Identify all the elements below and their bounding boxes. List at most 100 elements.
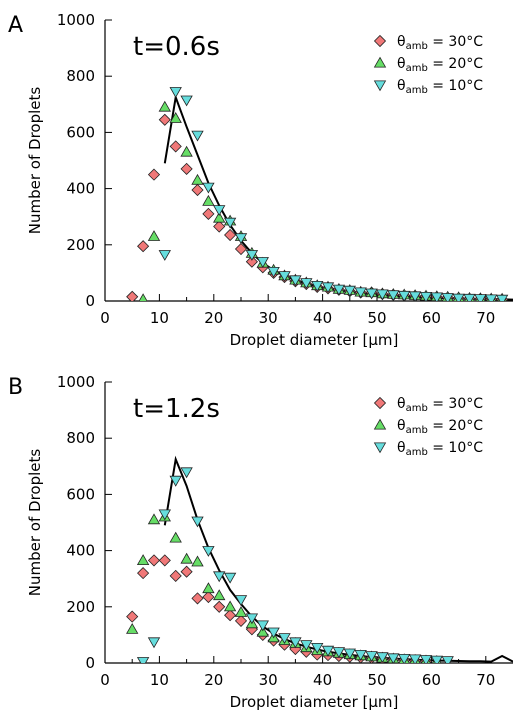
data-point-triangle-up (147, 230, 161, 241)
data-point-triangle-down (202, 546, 215, 557)
y-tick-label: 400 (66, 542, 95, 560)
data-point-triangle-up (180, 552, 193, 564)
data-point-triangle-down (311, 643, 324, 654)
legend-marker-triangle-up (373, 418, 387, 430)
data-point-triangle-down (147, 637, 161, 649)
data-point-triangle-down (311, 280, 324, 292)
legend-value: = 10°C (428, 78, 483, 94)
data-point-diamond (191, 592, 204, 605)
data-point-triangle-down (256, 257, 269, 269)
data-point-triangle-down (234, 595, 248, 607)
data-point-triangle-up (169, 531, 182, 543)
data-point-triangle-down (430, 655, 443, 663)
x-tick-label: 30 (259, 671, 278, 689)
data-point-triangle-down (321, 645, 335, 657)
data-point-triangle-up (234, 606, 248, 617)
legend-entry: θamb = 30°C (397, 34, 483, 52)
data-point-triangle-down (300, 278, 313, 290)
data-point-triangle-down (398, 290, 411, 301)
legend-value: = 20°C (428, 418, 483, 434)
time-annotation: t=1.2s (133, 394, 220, 424)
legend-entry: θamb = 10°C (397, 78, 483, 96)
data-point-triangle-down (485, 294, 498, 301)
data-point-triangle-down (354, 650, 367, 661)
x-tick-label: 50 (367, 309, 386, 327)
data-point-diamond (180, 162, 193, 175)
x-tick-label: 60 (422, 309, 441, 327)
data-point-triangle-down (408, 291, 422, 301)
data-point-triangle-down (278, 271, 291, 283)
data-point-triangle-down (256, 620, 269, 632)
x-tick-label: 40 (313, 309, 332, 327)
legend-subscript: amb (406, 85, 428, 96)
data-point-triangle-down (158, 250, 171, 261)
chart-panel-b: 0 200 400 600 800 1000 0 10 20 30 40 50 60 70 Droplet … (8, 373, 513, 711)
data-point-diamond (126, 290, 139, 301)
data-point-triangle-down (245, 250, 259, 261)
data-point-diamond (245, 255, 258, 268)
legend-symbol: θ (397, 418, 406, 434)
data-point-triangle-down (398, 654, 411, 663)
legend-value: = 20°C (428, 56, 483, 72)
y-tick-label: 1000 (57, 11, 95, 29)
data-point-diamond (234, 242, 248, 256)
data-point-triangle-down (387, 290, 400, 301)
data-point-triangle-down (180, 467, 193, 479)
data-point-triangle-up (191, 555, 204, 567)
data-point-triangle-down (223, 572, 237, 584)
x-tick-label: 20 (204, 309, 223, 327)
y-axis-label: Number of Droplets (26, 87, 44, 235)
y-tick-label: 600 (66, 485, 95, 503)
plot-data (126, 87, 513, 301)
y-tick-label: 800 (66, 67, 95, 85)
data-point-triangle-down (136, 657, 150, 663)
x-axis-label: Droplet diameter [μm] (230, 331, 399, 349)
legend-subscript: amb (406, 425, 428, 436)
data-point-triangle-down (202, 182, 215, 194)
legend-subscript: amb (406, 41, 428, 52)
data-point-triangle-down (289, 637, 302, 649)
data-point-triangle-down (441, 656, 454, 663)
data-point-diamond (147, 168, 161, 181)
chart-panel-a: 0 200 400 600 800 1000 0 10 20 30 40 50 60 70 Droplet … (8, 11, 513, 349)
data-point-triangle-down (289, 275, 302, 287)
data-point-triangle-down (376, 652, 389, 663)
data-point-triangle-up (213, 211, 226, 223)
data-point-triangle-down (191, 516, 204, 528)
y-tick-label: 1000 (57, 373, 95, 391)
x-tick-label: 10 (150, 309, 169, 327)
simulation-line (163, 93, 513, 301)
data-point-triangle-down (321, 282, 335, 294)
x-tick-label: 70 (476, 309, 495, 327)
y-axis-label: Number of Droplets (26, 449, 44, 597)
legend-symbol: θ (397, 56, 406, 72)
data-point-triangle-down (234, 233, 248, 245)
data-point-triangle-up (169, 111, 182, 123)
data-point-diamond (191, 183, 204, 197)
data-point-triangle-down (387, 653, 400, 663)
x-tick-label: 70 (476, 671, 495, 689)
data-point-diamond (158, 113, 171, 126)
data-point-triangle-down (419, 655, 433, 663)
data-point-diamond (169, 569, 182, 582)
data-point-triangle-down (365, 651, 378, 663)
data-point-triangle-down (408, 654, 422, 663)
x-tick-label: 30 (259, 309, 278, 327)
data-point-triangle-up (213, 589, 226, 601)
data-point-diamond (224, 228, 237, 242)
x-tick-label: 0 (100, 309, 110, 327)
legend-marker-diamond (373, 396, 387, 410)
data-point-triangle-down (191, 130, 204, 142)
simulation-line (163, 455, 513, 663)
data-point-triangle-down (452, 293, 465, 301)
data-point-triangle-up (223, 600, 237, 612)
y-tick-label: 200 (66, 598, 95, 616)
x-tick-label: 40 (313, 671, 332, 689)
data-point-diamond (234, 614, 248, 627)
data-point-diamond (137, 567, 150, 580)
data-point-triangle-down (354, 287, 367, 299)
x-tick-label: 20 (204, 671, 223, 689)
data-point-triangle-down (158, 509, 171, 521)
data-point-triangle-down (213, 205, 226, 217)
data-point-triangle-down (300, 640, 313, 652)
